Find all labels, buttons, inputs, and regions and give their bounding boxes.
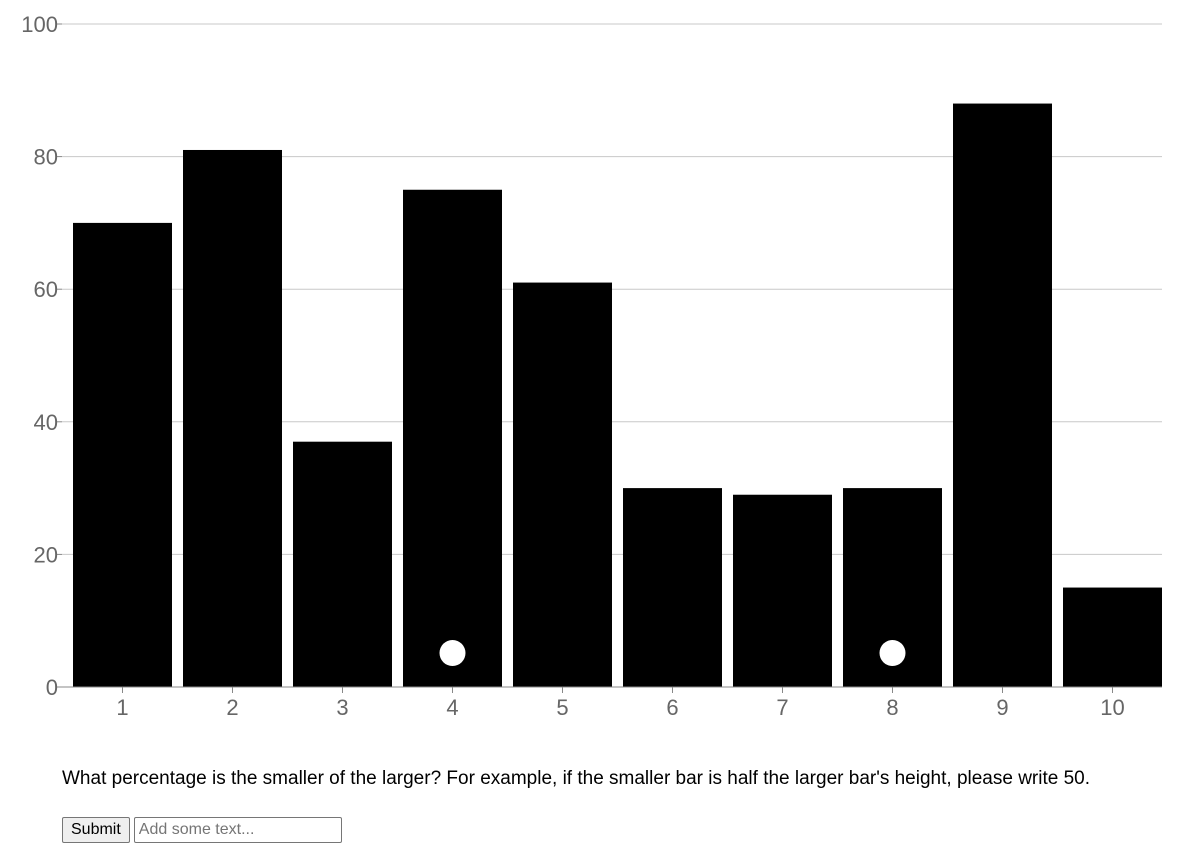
x-tick-label: 4 xyxy=(446,695,458,720)
x-tick-label: 6 xyxy=(666,695,678,720)
bar-3 xyxy=(293,441,392,687)
bar-4 xyxy=(403,189,502,687)
bar-2 xyxy=(183,149,282,688)
question-text: What percentage is the smaller of the la… xyxy=(62,768,1091,789)
bar-1 xyxy=(73,222,172,687)
marker-dot-bar-8 xyxy=(879,640,906,666)
marker-layer xyxy=(439,640,906,666)
x-tick-label: 8 xyxy=(886,695,898,720)
bar-chart: 0 20 40 60 80 100 1 2 3 4 5 6 7 8 9 10 xyxy=(21,12,1162,720)
x-tick-label: 3 xyxy=(336,695,348,720)
axis-layer: 0 20 40 60 80 100 1 2 3 4 5 6 7 8 9 10 xyxy=(21,12,1162,720)
bar-9 xyxy=(953,103,1052,687)
bar-5 xyxy=(513,282,612,687)
submit-button[interactable]: Submit xyxy=(62,817,130,843)
y-tick-label: 100 xyxy=(21,12,58,37)
y-tick-label: 0 xyxy=(46,675,58,700)
answer-form: Submit xyxy=(62,817,342,843)
x-tick-label: 2 xyxy=(226,695,238,720)
answer-input[interactable] xyxy=(133,817,342,843)
x-tick-label: 10 xyxy=(1100,695,1124,720)
y-tick-label: 80 xyxy=(34,145,58,170)
bar-7 xyxy=(733,494,832,687)
marker-dot-bar-4 xyxy=(439,640,466,666)
y-tick-label: 40 xyxy=(34,410,58,435)
bar-6 xyxy=(623,488,722,687)
x-tick-label: 5 xyxy=(556,695,568,720)
x-tick-label: 9 xyxy=(996,695,1008,720)
x-tick-label: 7 xyxy=(776,695,788,720)
y-tick-label: 60 xyxy=(34,277,58,302)
y-tick-label: 20 xyxy=(34,542,58,567)
bar-10 xyxy=(1063,587,1162,687)
bar-layer xyxy=(73,103,1162,688)
x-tick-label: 1 xyxy=(116,695,128,720)
